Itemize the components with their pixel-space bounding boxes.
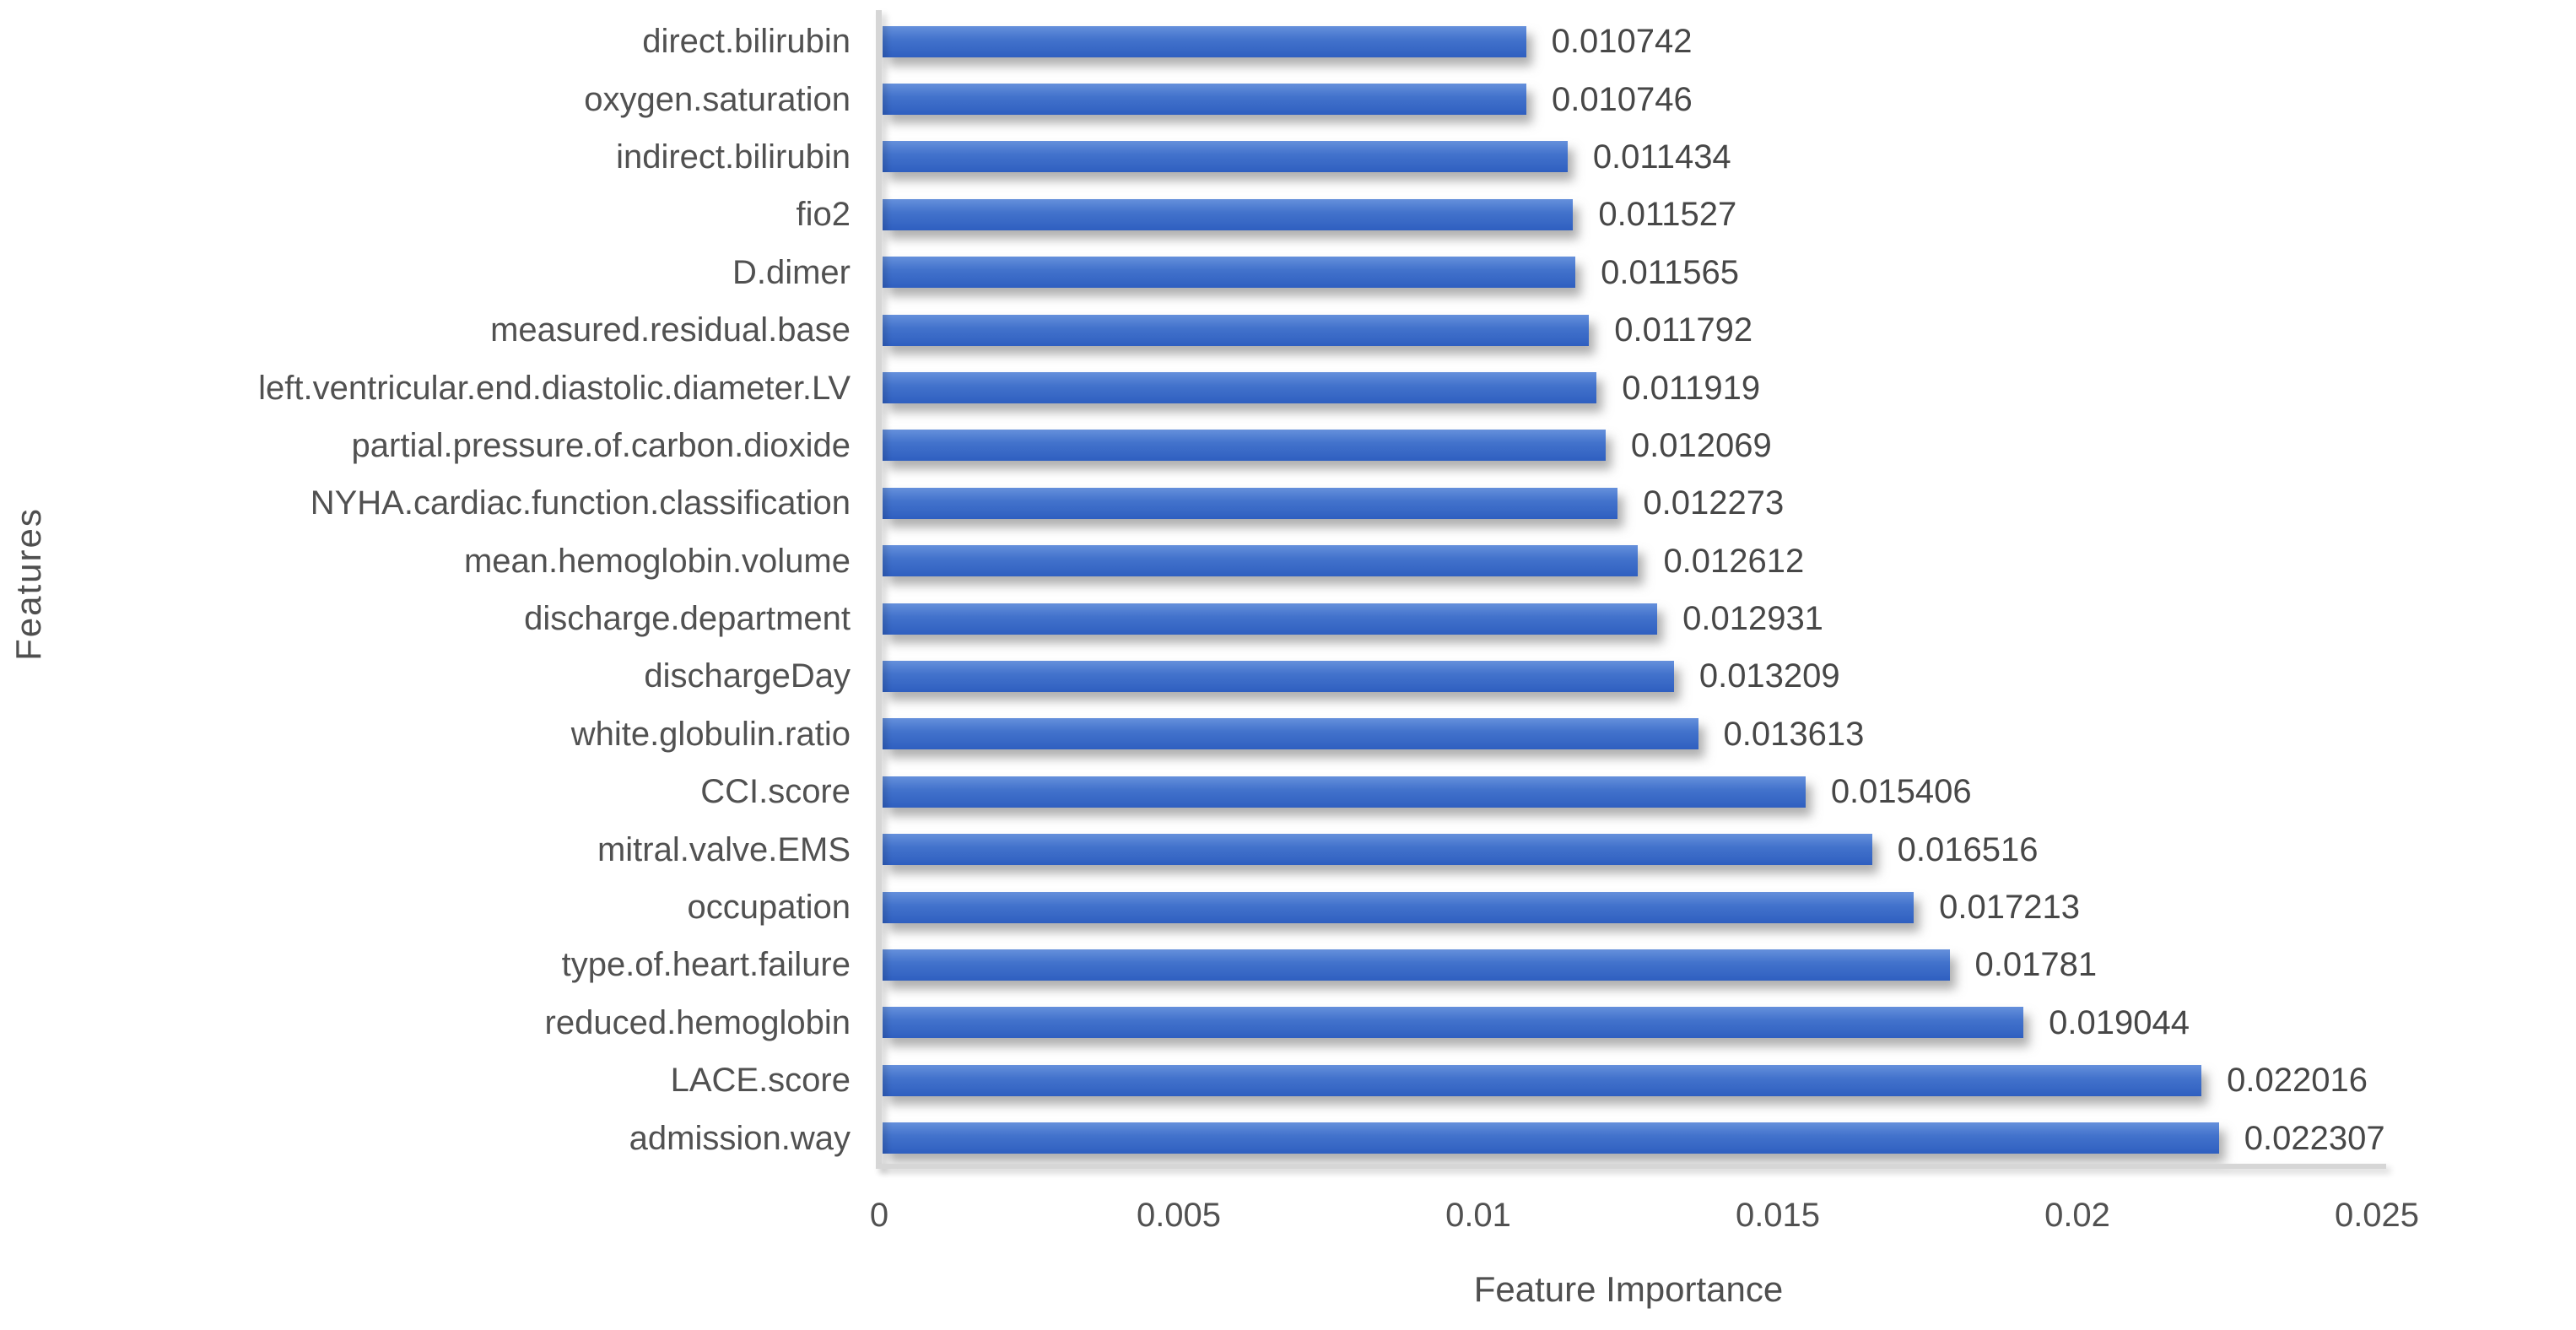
value-label: 0.012069: [1630, 426, 1772, 464]
category-label: direct.bilirubin: [642, 23, 851, 61]
bar-row: reduced.hemoglobin 0.019044: [0, 994, 2576, 1052]
bar-row: discharge.department 0.012931: [0, 590, 2576, 647]
bar: [883, 891, 1914, 923]
bar-row: indirect.bilirubin 0.011434: [0, 128, 2576, 186]
value-label: 0.012931: [1682, 600, 1823, 638]
bar: [883, 314, 1590, 346]
bar: [883, 1122, 2219, 1154]
value-label: 0.013613: [1723, 715, 1865, 753]
bar-row: white.globulin.ratio 0.013613: [0, 706, 2576, 763]
bar: [883, 834, 1872, 866]
category-label: reduced.hemoglobin: [544, 1003, 851, 1041]
category-label: fio2: [796, 196, 851, 234]
category-label: admission.way: [629, 1119, 851, 1157]
bar: [883, 372, 1597, 404]
value-label: 0.011434: [1592, 138, 1731, 176]
category-label: measured.residual.base: [490, 311, 851, 349]
value-label: 0.011792: [1614, 311, 1753, 349]
bar: [883, 949, 1950, 981]
bar: [883, 776, 1806, 808]
bar-row: mitral.valve.EMS 0.016516: [0, 820, 2576, 878]
x-tick-label: 0.02: [2044, 1197, 2110, 1234]
x-tick-label: 0: [869, 1197, 889, 1234]
bar-row: measured.residual.base 0.011792: [0, 301, 2576, 359]
value-label: 0.011919: [1622, 369, 1761, 407]
category-label: oxygen.saturation: [584, 80, 851, 118]
bar: [883, 660, 1674, 692]
value-label: 0.012612: [1663, 542, 1805, 580]
bar-row: CCI.score 0.015406: [0, 763, 2576, 820]
value-label: 0.010742: [1551, 23, 1693, 61]
category-label: white.globulin.ratio: [570, 715, 851, 753]
value-label: 0.022016: [2227, 1062, 2368, 1100]
bar-row: dischargeDay 0.013209: [0, 647, 2576, 705]
category-label: discharge.department: [524, 600, 851, 638]
bar-row: type.of.heart.failure 0.01781: [0, 936, 2576, 993]
category-label: LACE.score: [670, 1062, 851, 1100]
category-label: NYHA.cardiac.function.classification: [310, 484, 851, 522]
bar-row: NYHA.cardiac.function.classification 0.01…: [0, 474, 2576, 532]
bar: [883, 430, 1606, 462]
category-label: mitral.valve.EMS: [597, 830, 851, 868]
bar-row: occupation 0.017213: [0, 879, 2576, 936]
x-tick-label: 0.015: [1735, 1197, 1821, 1234]
bar-row: LACE.score 0.022016: [0, 1052, 2576, 1109]
value-label: 0.017213: [1939, 889, 2080, 927]
bar-row: mean.hemoglobin.volume 0.012612: [0, 533, 2576, 590]
bar: [883, 141, 1568, 173]
bar: [883, 25, 1526, 57]
category-label: occupation: [687, 889, 851, 927]
bar: [883, 487, 1618, 519]
bars-area: direct.bilirubin 0.010742 oxygen.saturatio…: [0, 13, 2576, 1167]
category-label: type.of.heart.failure: [561, 946, 851, 984]
category-label: partial.pressure.of.carbon.dioxide: [351, 426, 851, 464]
bar-row: fio2 0.011527: [0, 186, 2576, 243]
value-label: 0.013209: [1698, 657, 1840, 695]
value-label: 0.010746: [1551, 80, 1693, 118]
category-label: D.dimer: [732, 253, 851, 291]
bar-row: admission.way 0.022307: [0, 1109, 2576, 1166]
bar: [883, 545, 1639, 577]
bar: [883, 257, 1576, 289]
x-tick-label: 0.01: [1445, 1197, 1511, 1234]
bar-row: oxygen.saturation 0.010746: [0, 70, 2576, 127]
bar: [883, 1007, 2024, 1039]
category-label: left.ventricular.end.diastolic.diameter.…: [258, 369, 851, 407]
bar-row: partial.pressure.of.carbon.dioxide 0.0120…: [0, 417, 2576, 474]
x-tick-label: 0.025: [2334, 1197, 2420, 1234]
y-axis-line: [876, 10, 882, 1168]
x-axis-title: Feature Importance: [1473, 1269, 1784, 1309]
category-label: dischargeDay: [644, 657, 851, 695]
value-label: 0.019044: [2049, 1003, 2190, 1041]
bar-row: D.dimer 0.011565: [0, 244, 2576, 301]
bar: [883, 603, 1658, 635]
value-label: 0.011527: [1598, 196, 1737, 234]
value-label: 0.015406: [1830, 773, 1972, 811]
bar-row: direct.bilirubin 0.010742: [0, 13, 2576, 70]
value-label: 0.011565: [1601, 253, 1739, 291]
bar: [883, 84, 1526, 116]
bar: [883, 718, 1698, 750]
bar: [883, 198, 1574, 230]
value-label: 0.01781: [1974, 946, 2098, 984]
value-label: 0.012273: [1643, 484, 1785, 522]
value-label: 0.022307: [2244, 1119, 2385, 1157]
bar: [883, 1064, 2202, 1096]
category-label: mean.hemoglobin.volume: [463, 542, 851, 580]
x-tick-label: 0.005: [1136, 1197, 1222, 1234]
category-label: indirect.bilirubin: [616, 138, 851, 176]
category-label: CCI.score: [700, 773, 851, 811]
value-label: 0.016516: [1897, 830, 2039, 868]
bar-row: left.ventricular.end.diastolic.diameter.…: [0, 359, 2576, 416]
x-axis-line: [876, 1164, 2386, 1169]
